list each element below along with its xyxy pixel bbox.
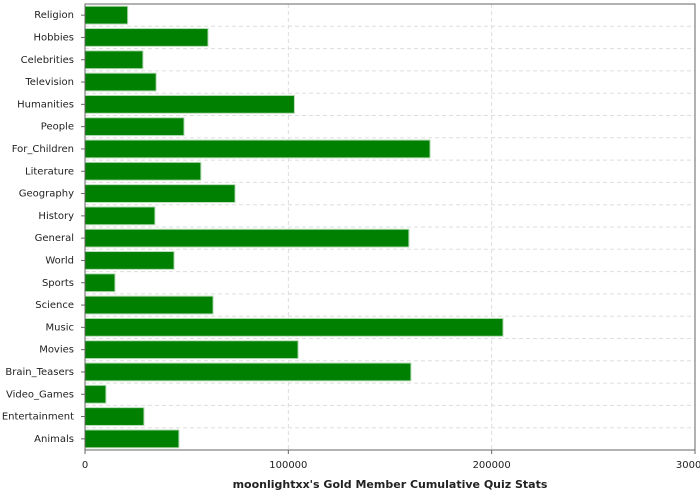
y-tick-label: History xyxy=(38,211,74,222)
y-tick-label: Celebrities xyxy=(21,55,74,66)
y-tick-label: Movies xyxy=(39,345,74,356)
bar xyxy=(84,228,410,248)
x-tick-label: 0 xyxy=(82,460,88,471)
bar xyxy=(84,50,144,70)
bar xyxy=(84,362,412,382)
bar xyxy=(84,161,202,181)
y-tick-label: Television xyxy=(24,77,74,88)
bar xyxy=(84,317,504,337)
y-tick-label: Science xyxy=(35,300,74,311)
x-tick-label: 200000 xyxy=(473,460,511,471)
y-tick-label: Video_Games xyxy=(6,389,74,400)
y-tick-label: Geography xyxy=(19,189,74,200)
bar xyxy=(84,5,129,25)
bar xyxy=(84,384,107,404)
bar xyxy=(84,139,431,159)
y-tick-label: World xyxy=(45,255,74,266)
bar xyxy=(84,429,180,449)
x-tick-label: 300000 xyxy=(676,460,700,471)
y-tick-label: Humanities xyxy=(17,99,74,110)
bar xyxy=(84,407,145,426)
y-tick-label: Animals xyxy=(34,434,74,445)
bar xyxy=(84,184,236,203)
y-tick-label: Sports xyxy=(42,278,74,289)
bar xyxy=(84,273,116,293)
bar xyxy=(84,206,156,226)
bar xyxy=(84,72,157,92)
plot-frame xyxy=(84,3,696,451)
chart-title: moonlightxx's Gold Member Cumulative Qui… xyxy=(233,478,548,491)
y-tick-label: Hobbies xyxy=(34,32,74,43)
bar xyxy=(84,94,295,114)
y-tick-label: People xyxy=(41,122,74,133)
y-tick-label: Entertainment xyxy=(2,412,74,423)
y-tick-label: Religion xyxy=(34,10,74,21)
y-tick-label: Music xyxy=(46,322,74,333)
bar xyxy=(84,251,175,270)
y-tick-label: General xyxy=(35,233,74,244)
bar xyxy=(84,295,214,315)
y-tick-label: For_Children xyxy=(12,144,74,155)
bar xyxy=(84,28,209,47)
y-tick-label: Brain_Teasers xyxy=(5,367,74,378)
bar xyxy=(84,340,299,360)
bar xyxy=(84,117,185,137)
y-tick-label: Literature xyxy=(25,166,74,177)
x-tick-label: 100000 xyxy=(269,460,307,471)
